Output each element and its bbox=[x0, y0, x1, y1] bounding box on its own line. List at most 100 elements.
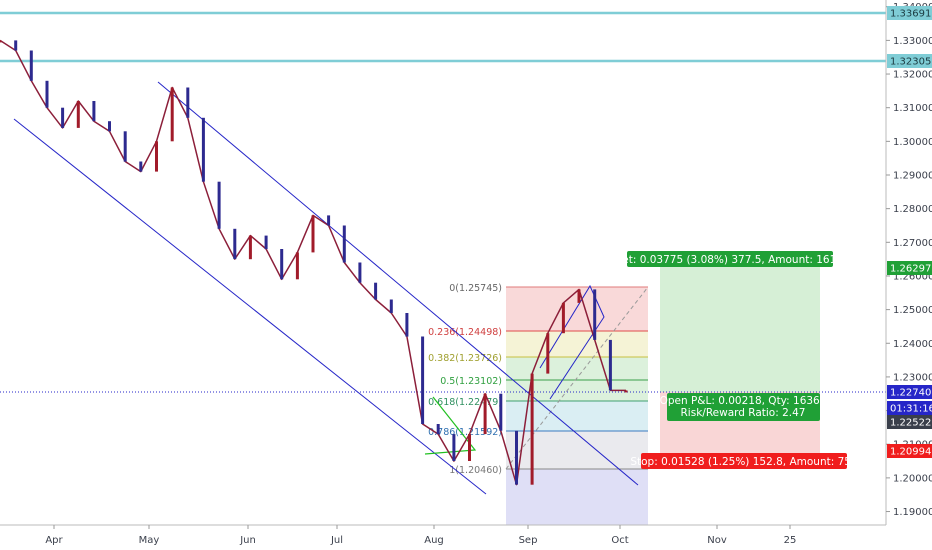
profit-zone bbox=[660, 265, 820, 392]
fib-zone-red bbox=[506, 287, 648, 331]
price-tags: 1.33691 1.32305 1.26297 1.22740 01:31:16 1.22… bbox=[887, 6, 932, 458]
price-tag-label: 1.20994 bbox=[890, 447, 931, 458]
price-point bbox=[327, 215, 331, 226]
price-point bbox=[108, 121, 111, 132]
price-tick-label: 1.23000 bbox=[893, 372, 932, 383]
price-point bbox=[515, 430, 518, 485]
price-point bbox=[61, 107, 65, 128]
price-tick-label: 1.30000 bbox=[893, 137, 932, 148]
channel-lower-line[interactable] bbox=[13, 118, 487, 495]
price-tag-level bbox=[887, 6, 932, 20]
fib-label-0618: 0.618(1.22479) bbox=[428, 397, 502, 408]
target-label: Target: 0.03775 (3.08%) 377.5, Amount: 1… bbox=[599, 254, 859, 266]
price-point bbox=[530, 373, 534, 485]
price-tag-label: 1.33691 bbox=[890, 9, 931, 20]
long-position-tool[interactable]: Target: 0.03775 (3.08%) 377.5, Amount: 1… bbox=[599, 251, 860, 469]
time-tick-label: Nov bbox=[707, 535, 727, 546]
price-tag-dark bbox=[887, 415, 932, 429]
price-point bbox=[233, 228, 237, 260]
price-point bbox=[14, 40, 18, 51]
open-pnl-label: Open P&L: 0.00218, Qty: 16361 bbox=[660, 395, 827, 407]
price-point bbox=[76, 101, 80, 128]
price-axis[interactable]: 1.340001.330001.320001.310001.300001.290… bbox=[885, 0, 932, 550]
price-tag-label: 1.22740 bbox=[890, 388, 931, 399]
time-tick-label: Apr bbox=[45, 535, 63, 546]
descending-channel[interactable] bbox=[13, 81, 639, 495]
fib-label-0382: 0.382(1.23726) bbox=[428, 353, 502, 364]
price-point bbox=[624, 390, 628, 393]
target-label-box[interactable] bbox=[627, 251, 833, 267]
price-point bbox=[452, 434, 456, 461]
price-point bbox=[436, 424, 440, 435]
fib-zone-gray bbox=[506, 431, 648, 469]
price-point bbox=[248, 235, 252, 260]
fib-label-0: 0(1.25745) bbox=[449, 283, 502, 294]
flag-pattern[interactable] bbox=[424, 396, 477, 455]
price-point bbox=[499, 393, 503, 431]
time-tick-label: Jul bbox=[330, 535, 343, 546]
price-point bbox=[546, 333, 550, 374]
price-point bbox=[186, 87, 190, 118]
price-point bbox=[561, 302, 565, 334]
price-point bbox=[29, 50, 33, 81]
price-point bbox=[155, 141, 158, 172]
rising-channel[interactable] bbox=[539, 284, 605, 400]
price-point bbox=[170, 87, 174, 142]
pattern-drawings[interactable] bbox=[424, 284, 605, 455]
price-point bbox=[295, 252, 299, 280]
price-tag-label: 1.22522 bbox=[890, 418, 931, 429]
fib-zone-cyan bbox=[506, 401, 648, 431]
price-point bbox=[577, 289, 581, 303]
fib-label-1: 1(1.20460) bbox=[449, 465, 502, 476]
stop-label-box[interactable] bbox=[641, 453, 847, 469]
time-tick-label: Sep bbox=[519, 535, 538, 546]
price-tick-label: 1.24000 bbox=[893, 339, 932, 350]
price-point bbox=[201, 117, 205, 182]
time-ticks: Apr May Jun Jul Aug Sep Oct Nov 25 bbox=[45, 525, 796, 546]
price-point bbox=[593, 289, 597, 340]
price-tick-label: 1.29000 bbox=[893, 171, 932, 182]
price-tick-label: 1.19000 bbox=[893, 507, 932, 518]
price-point bbox=[608, 339, 612, 391]
horizontal-levels[interactable] bbox=[0, 11, 886, 63]
price-tag-label: 1.32305 bbox=[890, 57, 931, 68]
price-point bbox=[123, 131, 127, 162]
time-axis[interactable]: Apr May Jun Jul Aug Sep Oct Nov 25 bbox=[0, 524, 886, 546]
price-tag-target bbox=[887, 261, 932, 275]
price-point bbox=[389, 299, 393, 313]
price-tick-label: 1.25000 bbox=[893, 305, 932, 316]
time-tick-label: Aug bbox=[424, 535, 444, 546]
fibonacci-retracement[interactable]: 0(1.25745) 0.236(1.24498) 0.382(1.23726)… bbox=[428, 283, 649, 525]
price-point bbox=[217, 181, 221, 229]
pnl-label-box[interactable] bbox=[667, 393, 820, 421]
price-point bbox=[374, 282, 378, 300]
price-tag-current bbox=[887, 385, 932, 399]
fib-zone-green bbox=[506, 357, 648, 380]
price-point bbox=[483, 393, 487, 435]
price-point bbox=[358, 262, 362, 283]
price-series bbox=[0, 39, 628, 486]
price-tick-label: 1.33000 bbox=[893, 36, 932, 47]
price-point bbox=[45, 80, 49, 108]
fib-label-05: 0.5(1.23102) bbox=[440, 376, 502, 387]
price-tick-label: 1.27000 bbox=[893, 238, 932, 249]
fib-label-0786: 0.786(1.21592) bbox=[428, 427, 502, 438]
price-tick-label: 1.28000 bbox=[893, 204, 932, 215]
fib-label-0236: 0.236(1.24498) bbox=[428, 327, 502, 338]
price-point bbox=[0, 40, 2, 43]
time-tick-label: Oct bbox=[611, 535, 628, 546]
fib-trend-line bbox=[505, 286, 649, 470]
price-point bbox=[405, 313, 409, 337]
fib-zone-blue bbox=[506, 469, 648, 525]
price-point bbox=[311, 215, 315, 253]
risk-reward-label: Risk/Reward Ratio: 2.47 bbox=[681, 407, 806, 419]
price-point bbox=[92, 101, 96, 122]
price-tag-label: 01:31:16 bbox=[890, 404, 932, 415]
time-tick-label: Jun bbox=[239, 535, 256, 546]
price-tag-stop bbox=[887, 444, 932, 458]
price-point bbox=[280, 249, 284, 280]
price-tag-level bbox=[887, 54, 932, 68]
channel-upper-line[interactable] bbox=[157, 81, 639, 486]
